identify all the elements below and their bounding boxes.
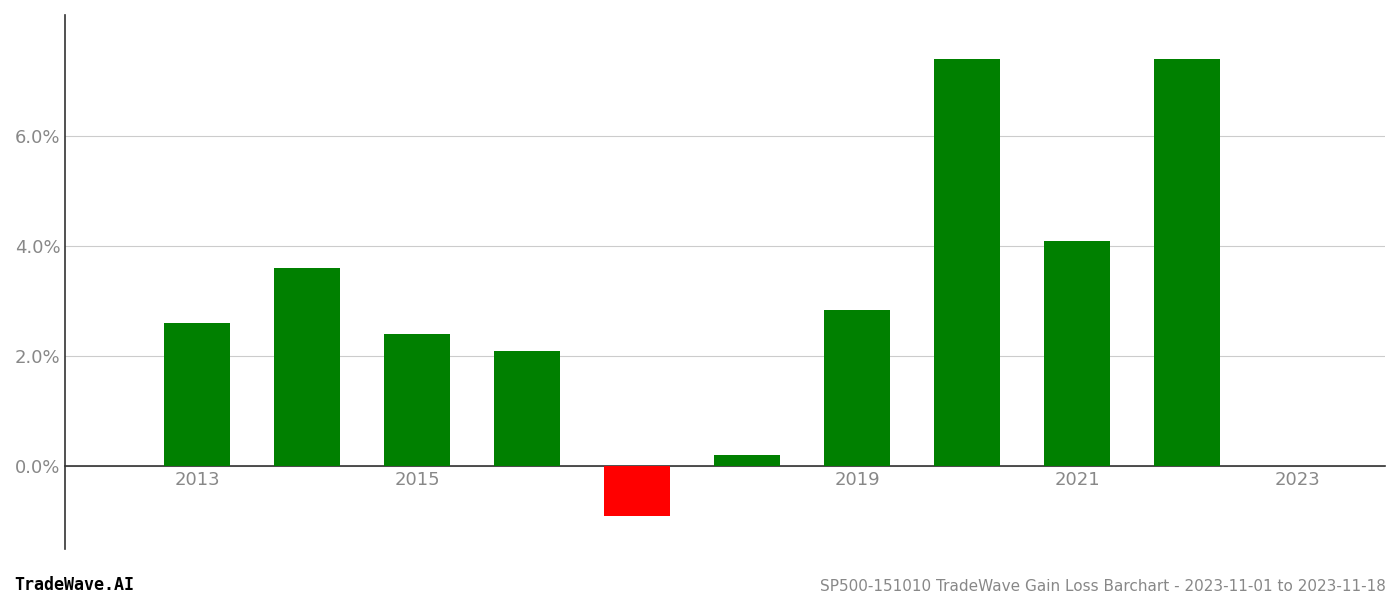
- Bar: [825, 310, 890, 466]
- Text: TradeWave.AI: TradeWave.AI: [14, 576, 134, 594]
- Bar: [164, 323, 231, 466]
- Bar: [714, 455, 780, 466]
- Bar: [385, 334, 451, 466]
- Bar: [1044, 241, 1110, 466]
- Bar: [274, 268, 340, 466]
- Bar: [605, 466, 671, 516]
- Text: SP500-151010 TradeWave Gain Loss Barchart - 2023-11-01 to 2023-11-18: SP500-151010 TradeWave Gain Loss Barchar…: [820, 579, 1386, 594]
- Bar: [494, 351, 560, 466]
- Bar: [1154, 59, 1219, 466]
- Bar: [934, 59, 1000, 466]
